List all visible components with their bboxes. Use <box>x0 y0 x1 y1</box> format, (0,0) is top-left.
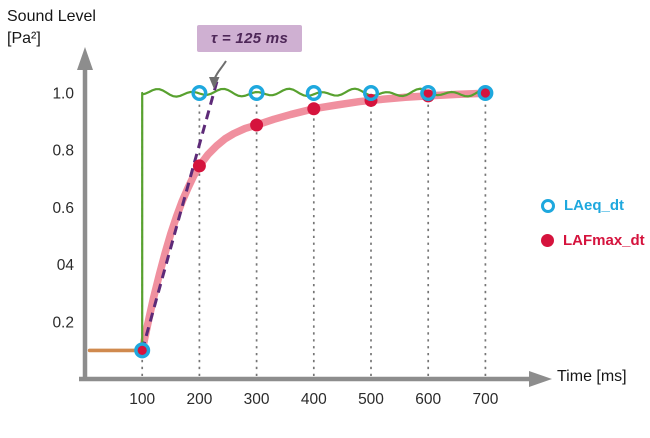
x-tick-label: 500 <box>358 391 384 408</box>
x-tick-label: 300 <box>244 391 270 408</box>
lafmax-marker <box>192 159 206 173</box>
legend-label-laeq: LAeq_dt <box>564 197 624 214</box>
lafmax-marker <box>135 343 149 357</box>
legend-label-lafmax: LAFmax_dt <box>563 232 645 249</box>
y-axis-title-line2: [Pa²] <box>7 30 41 48</box>
x-tick-label: 400 <box>301 391 327 408</box>
annotation-arrow-line <box>213 60 227 80</box>
y-tick-label: 0.6 <box>52 200 74 217</box>
x-tick-label: 200 <box>186 391 212 408</box>
legend: LAeq_dt LAFmax_dt <box>541 197 645 249</box>
y-tick-label: 0.2 <box>52 314 74 331</box>
tau-annotation: τ = 125 ms <box>197 25 303 52</box>
lafmax-marker <box>307 102 321 116</box>
legend-item-laeq: LAeq_dt <box>541 197 645 214</box>
laeq-marker <box>191 84 208 101</box>
laeq-marker <box>134 342 151 359</box>
y-tick-label: 1.0 <box>52 86 74 103</box>
annotation-arrow-head-icon <box>209 77 220 89</box>
y-axis-title: Sound Level [Pa²] <box>7 6 96 51</box>
y-tick-label: 0.8 <box>52 143 74 160</box>
laeq-marker <box>477 84 494 101</box>
raw-signal-line <box>141 87 489 351</box>
laeq-marker <box>363 84 380 101</box>
lafmax-marker <box>250 118 264 132</box>
tau-tangent-line <box>140 78 220 351</box>
x-tick-label: 700 <box>472 391 498 408</box>
y-tick-label: 04 <box>57 257 75 274</box>
x-axis-title: Time [ms] <box>557 368 627 385</box>
x-axis-arrow-icon <box>529 371 552 387</box>
laeq-marker <box>305 84 322 101</box>
filled-circle-marker-icon <box>541 234 554 247</box>
y-axis-title-line1: Sound Level <box>7 8 96 25</box>
x-tick-label: 600 <box>415 391 441 408</box>
laeq-marker <box>420 84 437 101</box>
open-circle-marker-icon <box>541 198 555 213</box>
laeq-marker <box>248 84 265 101</box>
x-tick-label: 100 <box>129 391 155 408</box>
legend-item-lafmax: LAFmax_dt <box>541 232 645 249</box>
y-axis-arrow-icon <box>77 47 93 70</box>
